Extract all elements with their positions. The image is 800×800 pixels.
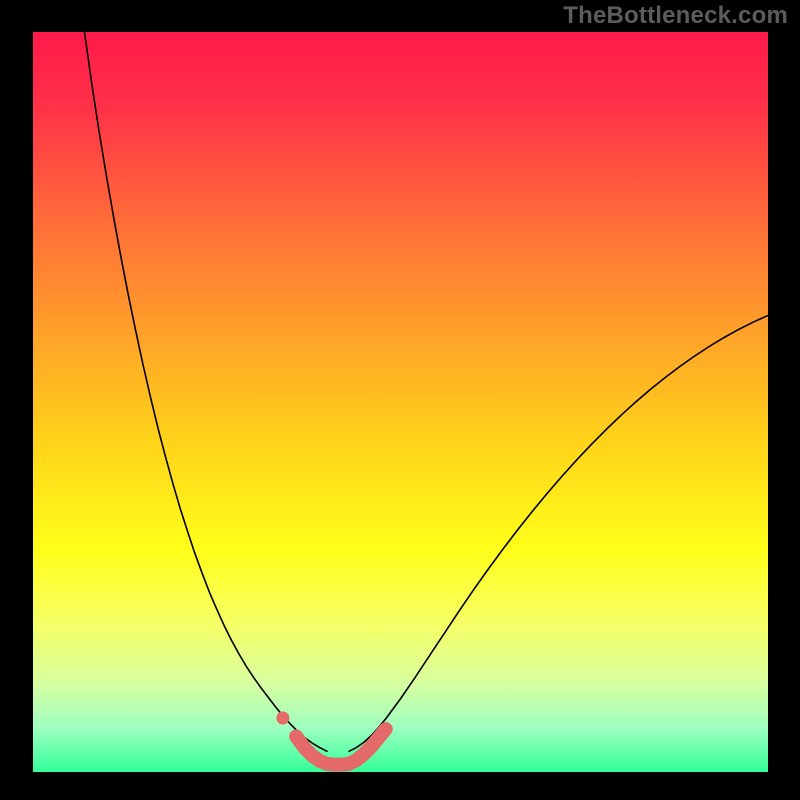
figure-canvas: TheBottleneck.com bbox=[0, 0, 800, 800]
watermark-label: TheBottleneck.com bbox=[563, 2, 788, 30]
plot-background bbox=[33, 32, 768, 772]
plot-svg bbox=[0, 0, 800, 800]
optimal-dot bbox=[276, 711, 289, 724]
